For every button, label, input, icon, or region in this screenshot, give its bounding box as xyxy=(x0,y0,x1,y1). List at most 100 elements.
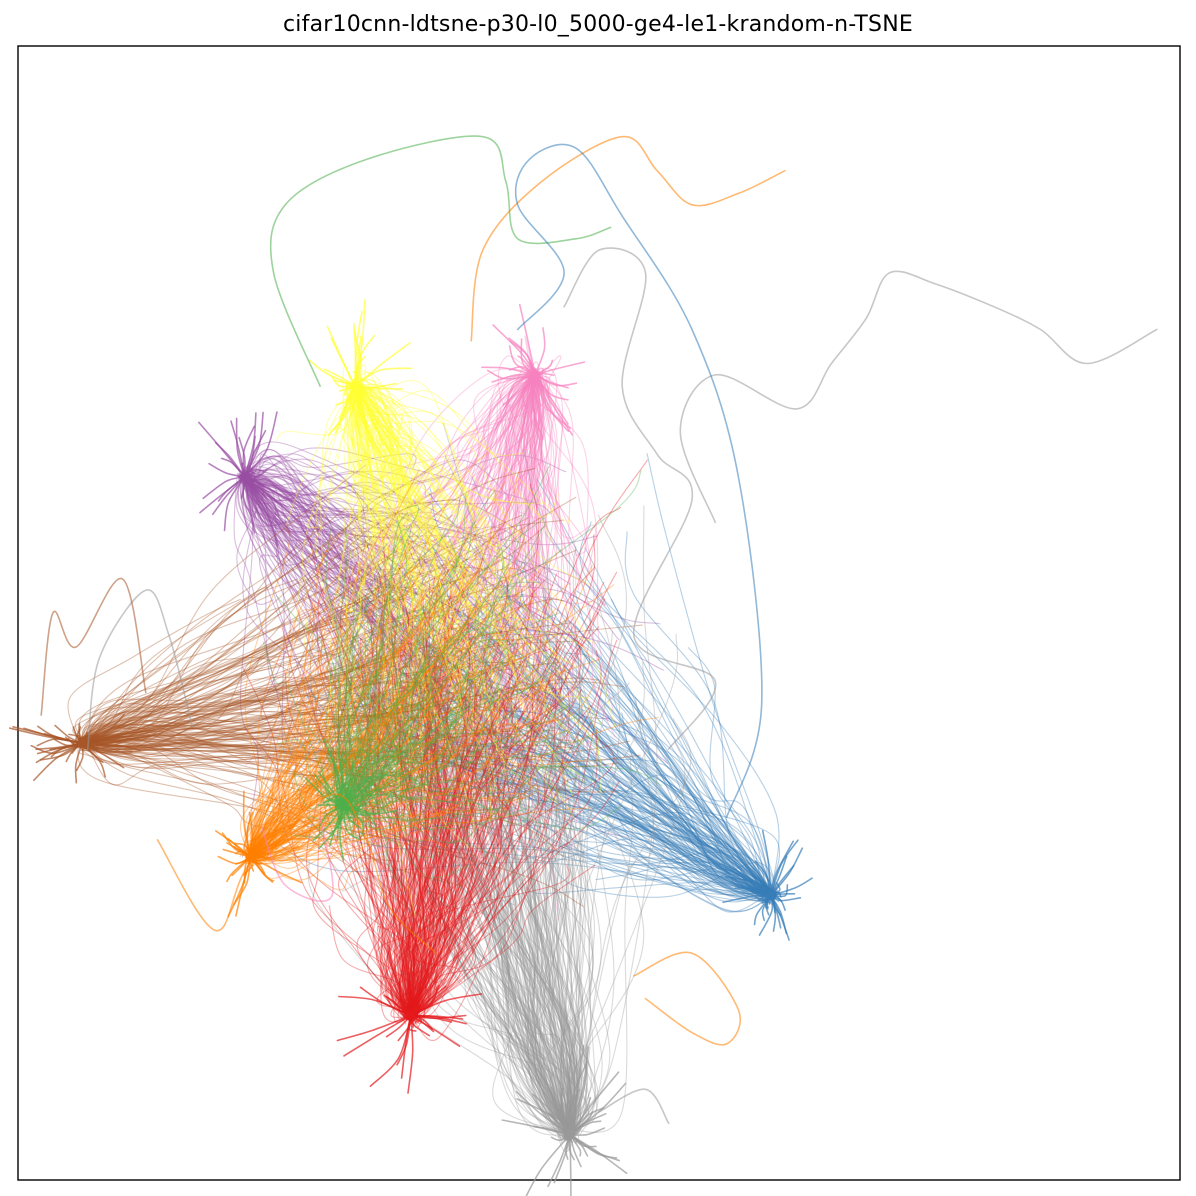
trajectory-line xyxy=(249,677,405,856)
trajectory-line xyxy=(337,703,405,1014)
trajectory-line xyxy=(358,388,492,823)
trajectory-line xyxy=(334,493,467,811)
trajectory-line xyxy=(81,687,435,754)
trajectory-line xyxy=(244,628,429,864)
trajectory-line xyxy=(249,558,485,857)
trajectory-line xyxy=(507,673,568,1138)
trajectory-line xyxy=(79,731,641,763)
trajectory-line xyxy=(250,481,506,853)
trajectory-line xyxy=(246,696,425,853)
trajectory-line xyxy=(84,658,430,744)
trajectory-line xyxy=(453,548,569,1140)
trajectory-line xyxy=(399,625,512,1021)
trajectory-line xyxy=(424,581,572,1141)
trajectory-line xyxy=(534,691,581,1130)
trajectory-line xyxy=(404,506,621,1014)
trajectory-line xyxy=(345,529,446,810)
trajectory-line xyxy=(358,389,493,681)
trajectory-line xyxy=(412,733,481,1014)
trajectory-line xyxy=(245,476,389,920)
trajectory-line xyxy=(357,391,413,540)
trajectory-line xyxy=(413,616,575,1019)
trajectory-line xyxy=(324,378,540,749)
trajectory-line xyxy=(327,372,541,576)
trajectory-line xyxy=(82,542,375,746)
trajectory-line xyxy=(572,680,615,1130)
trajectory-line xyxy=(82,464,367,744)
trajectory-line xyxy=(351,667,439,1012)
trajectory-line xyxy=(240,474,627,788)
trajectory-line xyxy=(249,447,552,515)
trajectory-line xyxy=(359,387,543,699)
trajectory-line xyxy=(299,773,423,1009)
trajectory-line xyxy=(470,379,536,595)
trajectory-line xyxy=(391,523,775,888)
trajectory-line xyxy=(345,383,552,712)
trajectory-line xyxy=(247,608,557,862)
trajectory-line xyxy=(490,585,576,1138)
trajectory-line xyxy=(356,382,432,703)
trajectory-line xyxy=(550,1086,571,1136)
trajectory-line xyxy=(365,677,772,896)
trajectory-line xyxy=(500,585,574,1136)
trajectory-line xyxy=(307,687,418,1020)
trajectory-line xyxy=(466,743,579,1135)
trajectory-line xyxy=(355,391,507,781)
trajectory-line xyxy=(355,377,534,567)
trajectory-line xyxy=(335,546,504,810)
trajectory-line xyxy=(251,747,459,865)
trajectory-line xyxy=(341,504,420,804)
trajectory-line xyxy=(569,1061,588,1136)
trajectory-line xyxy=(538,578,571,1137)
trajectory-line xyxy=(354,386,379,653)
trajectory-line xyxy=(413,368,536,813)
trajectory-line xyxy=(392,756,773,892)
trajectory-line xyxy=(345,374,535,659)
trajectory-line xyxy=(250,754,589,857)
trajectory-line xyxy=(241,472,429,625)
trajectory-line xyxy=(352,384,428,633)
trajectory-line xyxy=(495,753,581,1137)
trajectory-line xyxy=(82,738,620,768)
trajectory-line xyxy=(249,475,470,639)
trajectory-line xyxy=(464,667,570,1132)
trajectory-line xyxy=(253,643,414,859)
trajectory-line xyxy=(236,472,274,605)
trajectory-line xyxy=(509,656,579,1132)
trajectory-line xyxy=(391,635,465,1017)
trajectory-line xyxy=(246,686,337,862)
trajectory-line xyxy=(402,686,563,1011)
trajectory-line xyxy=(339,796,494,830)
trajectory-line xyxy=(251,602,450,860)
trajectory-line xyxy=(319,576,577,1135)
trajectory-line xyxy=(344,516,408,804)
trajectory-line xyxy=(77,652,387,743)
trajectory-line xyxy=(241,478,535,851)
trajectory-line xyxy=(372,713,573,1134)
trajectory-line xyxy=(79,743,401,863)
trajectory-line xyxy=(379,373,537,543)
trajectory-line xyxy=(407,561,583,1132)
trajectory-line xyxy=(79,598,565,742)
trajectory-line xyxy=(402,690,569,1133)
trajectory-line xyxy=(396,371,540,786)
trajectory-line xyxy=(359,695,428,1013)
trajectory-line xyxy=(407,831,500,1016)
trajectory-line xyxy=(479,689,774,898)
trajectory-line xyxy=(425,690,599,1136)
trajectory-line xyxy=(415,674,473,1019)
cluster-hub xyxy=(530,369,541,380)
trajectory-line xyxy=(410,626,776,905)
trajectory-line xyxy=(312,805,345,841)
trajectory-line xyxy=(382,376,537,650)
trajectory-line xyxy=(359,390,531,784)
trajectory-line xyxy=(249,700,574,851)
trajectory-line xyxy=(566,682,645,1141)
trajectory-line xyxy=(457,588,575,1138)
trajectory-line xyxy=(81,699,395,752)
trajectory-line xyxy=(687,647,764,901)
trajectory-line xyxy=(341,631,497,804)
trajectory-line xyxy=(566,740,686,1135)
trajectory-line xyxy=(529,369,597,587)
trajectory-line xyxy=(516,1098,571,1136)
